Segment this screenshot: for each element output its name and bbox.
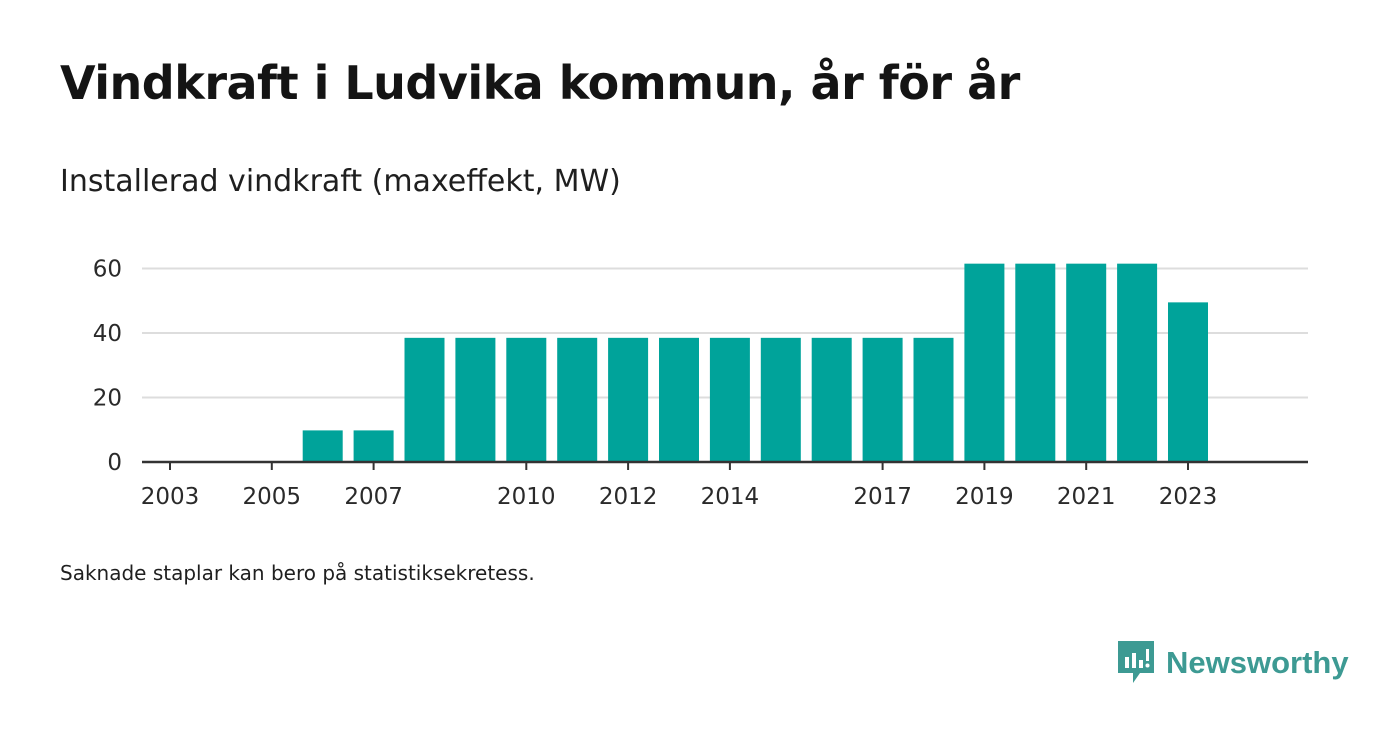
bar-2009 [455,337,496,462]
y-tick-label: 20 [93,386,122,412]
bar-2014 [709,337,750,462]
y-tick-label: 0 [107,450,122,476]
bar-2016 [811,337,852,462]
bar-2023 [1168,302,1208,462]
x-tick-label: 2019 [955,484,1014,510]
bars [302,263,1208,462]
x-tick-label: 2003 [141,484,200,510]
bar-2015 [760,337,801,462]
footnote: Saknade staplar kan bero på statistiksek… [60,561,535,585]
bar-2021 [1066,263,1107,462]
x-tick-label: 2007 [344,484,403,510]
bar-2010 [506,337,547,462]
y-tick-label: 40 [93,321,122,347]
bar-2008 [404,337,445,462]
newsworthy-logo-icon [1118,641,1154,683]
bar-2012 [608,337,649,462]
x-tick-label: 2012 [599,484,658,510]
x-tick-label: 2017 [853,484,912,510]
x-tick-label: 2014 [701,484,760,510]
bar-2022 [1117,263,1158,462]
bar-2018 [913,337,954,462]
y-axis-ticks: 0 20 40 60 [93,257,122,477]
bar-2019 [964,263,1005,462]
bar-2020 [1015,263,1056,462]
chart-subtitle: Installerad vindkraft (maxeffekt, MW) [60,164,621,199]
x-tick-label: 2010 [497,484,556,510]
chart-title: Vindkraft i Ludvika kommun, år för år [60,56,1020,110]
bar-2017 [862,337,903,462]
bar-2006 [302,430,343,462]
x-tick-label: 2021 [1057,484,1116,510]
brand-name: Newsworthy [1166,645,1349,680]
x-tick-label: 2005 [243,484,302,510]
bar-2011 [557,337,598,462]
x-tick-label: 2023 [1159,484,1218,510]
x-axis: 2003 2005 2007 2010 2012 2014 2017 2019 2021 2023 [141,460,1308,510]
bar-2013 [659,337,699,462]
y-tick-label: 60 [93,257,122,283]
newsworthy-logo[interactable]: Newsworthy [1118,641,1349,685]
bar-2007 [353,430,394,462]
